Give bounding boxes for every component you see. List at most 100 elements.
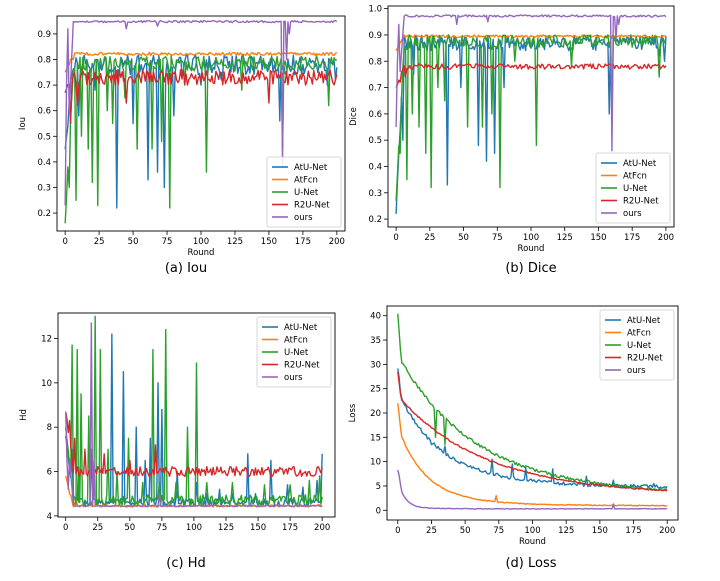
legend-label-r2u-net: R2U-Net [623,197,659,207]
x-tick-label: 0 [395,526,400,536]
x-tick-label: 175 [625,526,641,536]
y-axis-label: Loss [348,403,358,422]
legend: AtU-Net AtFcn U-Net R2U-Net ours [595,152,671,224]
plot-frame [57,312,336,518]
y-tick-label: 6 [47,468,52,478]
y-tick-label: 0.2 [37,209,51,219]
x-tick-label: 50 [128,237,139,247]
legend: AtU-Net AtFcn U-Net R2U-Net ours [599,309,675,381]
x-tick-label: 125 [558,526,574,536]
series-line-atu-net [397,368,668,490]
x-tick-label: 125 [557,233,573,243]
series-line-ours [64,19,338,206]
x-tick-label: 100 [186,523,202,533]
y-tick-label: 0.7 [368,84,382,94]
x-tick-label: 150 [261,237,277,247]
caption-iou: (a) Iou [165,261,207,276]
legend-label-atu-net: AtU-Net [294,163,328,173]
y-tick-label: 0.4 [368,162,382,172]
y-tick-label: 0.9 [368,31,382,41]
x-tick-label: 0 [393,233,398,243]
series-line-u-net [395,34,667,201]
y-axis-label: Dice [349,107,359,126]
series-line-r2u-net [395,63,667,88]
legend-label-r2u-net: R2U-Net [294,201,330,211]
y-tick-label: 0 [376,506,381,516]
x-tick-label: 50 [460,526,471,536]
series-lines [64,19,338,224]
x-tick-label: 150 [592,526,608,536]
y-tick-label: 4 [47,512,52,522]
legend-label-u-net: U-Net [627,341,652,351]
x-axis-label: Round [518,244,545,254]
y-tick-label: 0.6 [37,107,51,117]
x-tick-label: 125 [227,237,243,247]
legend-label-u-net: U-Net [284,348,309,358]
y-tick-label: 30 [370,360,381,370]
x-tick-label: 75 [156,523,167,533]
series-line-atfcn [64,51,338,73]
x-tick-label: 25 [92,523,103,533]
x-tick-label: 50 [124,523,135,533]
y-tick-label: 1.0 [368,5,382,15]
y-tick-label: 0.3 [37,183,51,193]
legend-label-ours: ours [623,209,642,219]
x-tick-label: 0 [62,237,67,247]
y-tick-label: 25 [370,385,381,395]
y-tick-label: 40 [370,312,381,322]
x-tick-label: 175 [295,237,311,247]
legend-label-atu-net: AtU-Net [627,316,661,326]
series-line-r2u-net [397,371,668,492]
x-tick-label: 200 [329,237,345,247]
legend-box [595,152,671,224]
y-tick-label: 0.5 [368,136,382,146]
legend-label-atfcn: AtFcn [284,336,308,346]
chart-iou: 0 25 50 75 100 125 150 175 200 0.2 0.3 0.4 0.5 0.6 0.7… [18,15,346,276]
y-tick-label: 20 [370,409,381,419]
series-line-atfcn [395,34,667,52]
series-line-r2u-net [64,69,338,125]
legend-label-atfcn: AtFcn [623,172,647,182]
series-lines [395,14,667,214]
legend-label-atu-net: AtU-Net [284,323,318,333]
y-tick-label: 12 [41,335,52,345]
x-tick-label: 25 [424,233,435,243]
x-tick-label: 75 [493,526,504,536]
series-line-ours [64,322,323,508]
chart-hd: 0 25 50 75 100 125 150 175 2004681012HdAtU-NetAt… [19,312,336,571]
y-tick-label: 15 [370,433,381,443]
x-axis-label: Round [188,248,215,258]
caption-loss: (d) Loss [505,556,556,571]
x-tick-label: 150 [590,233,606,243]
x-tick-label: 75 [492,233,503,243]
x-tick-label: 75 [162,237,173,247]
y-axis-label: Hd [19,409,29,421]
x-tick-label: 25 [94,237,105,247]
series-line-ours [395,14,667,152]
x-tick-label: 150 [250,523,266,533]
x-tick-label: 25 [426,526,437,536]
y-tick-label: 0.8 [37,56,51,66]
x-tick-label: 100 [523,233,539,243]
legend-label-ours: ours [294,213,313,223]
legend-label-atfcn: AtFcn [294,176,318,186]
legend-box [599,309,675,381]
y-tick-label: 0.3 [368,189,382,199]
y-tick-label: 0.2 [368,215,382,225]
series-line-u-net [397,313,668,492]
legend: AtU-Net AtFcn U-Net R2U-Net ours [266,156,342,228]
y-tick-label: 0.9 [37,30,51,40]
caption-dice: (b) Dice [505,261,556,276]
series-lines [64,315,323,508]
x-axis-label: Round [519,537,546,547]
legend-label-ours: ours [284,373,303,383]
x-tick-label: 200 [659,526,675,536]
x-tick-label: 175 [282,523,298,533]
legend-label-r2u-net: R2U-Net [284,361,320,371]
legend: AtU-Net AtFcn U-Net R2U-Net ours [256,316,332,388]
y-tick-label: 10 [41,379,52,389]
legend-label-atfcn: AtFcn [627,329,651,339]
series-lines [397,313,668,510]
y-tick-label: 35 [370,336,381,346]
y-tick-label: 0.5 [37,132,51,142]
